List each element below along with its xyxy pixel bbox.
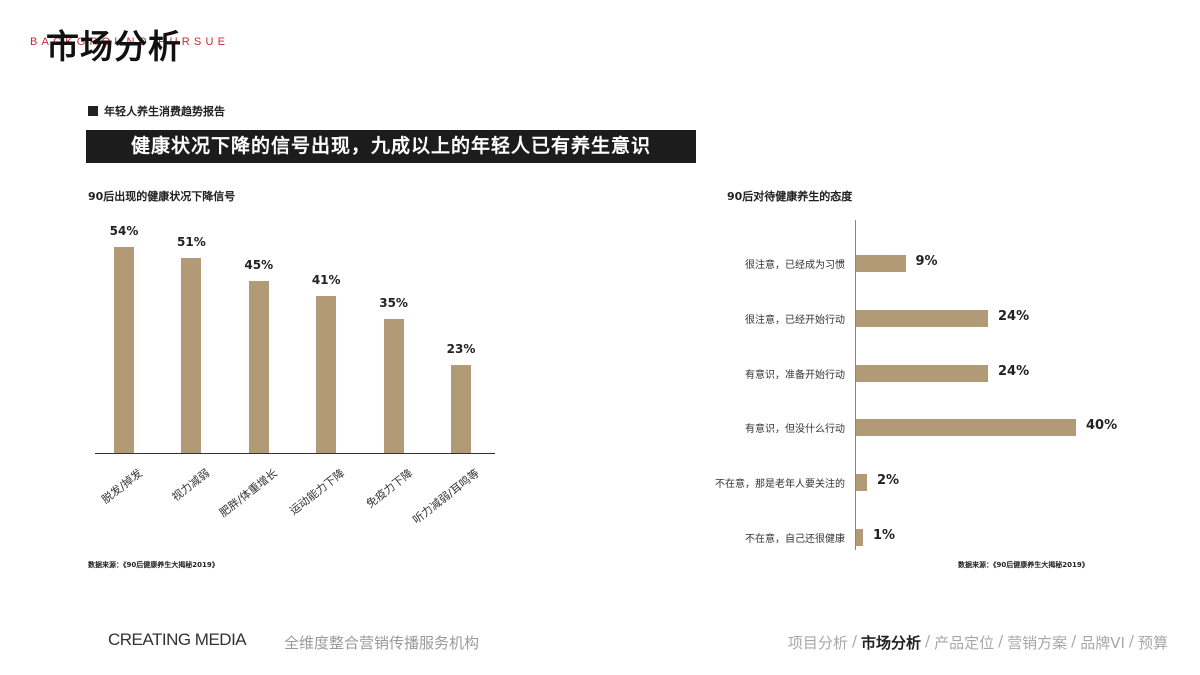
- bar: [316, 296, 337, 453]
- nav-item-2[interactable]: 市场分析: [861, 634, 922, 652]
- bar: [856, 309, 988, 327]
- category-label: 不在意，那是老年人要关注的: [715, 479, 845, 490]
- footer-brand: CREATING MEDIA: [108, 630, 247, 649]
- bar-value-label: 54%: [109, 223, 139, 238]
- left-chart-source: 数据来源：《90后健康养生大揭秘2019》: [88, 561, 219, 569]
- bar-value-label: 23%: [446, 342, 476, 357]
- nav-item-3[interactable]: 产品定位: [934, 634, 995, 652]
- bar: [248, 281, 269, 453]
- background-word: BACKGROUND PURSUE: [30, 36, 230, 48]
- footer-tagline: 全维度整合营销传播服务机构: [284, 634, 480, 652]
- right-bar-chart: 很注意，已经成为习惯 9% 很注意，已经开始行动 24% 有意识，准备开始行动 24% 有意…: [715, 220, 1118, 550]
- bar-value-label: 24%: [998, 364, 1030, 379]
- category-label: 很注意，已经开始行动: [745, 315, 845, 326]
- nav-separator: /: [998, 632, 1004, 650]
- category-label: 有意识，准备开始行动: [745, 370, 845, 381]
- nav-item-4[interactable]: 营销方案: [1007, 634, 1068, 652]
- bar: [383, 319, 404, 453]
- bar-value-label: 45%: [244, 258, 274, 273]
- right-chart-title: 90后对待健康养生的态度: [727, 190, 853, 203]
- bar-value-label: 35%: [379, 296, 408, 311]
- nav-separator: /: [851, 632, 857, 650]
- bar: [856, 528, 863, 546]
- page-title: 市场分析: [46, 27, 182, 66]
- bar: [856, 418, 1076, 436]
- bar: [856, 364, 988, 382]
- bar-value-label: 40%: [1086, 418, 1118, 433]
- nav-item-5[interactable]: 品牌VI: [1080, 634, 1125, 652]
- bar: [856, 473, 867, 491]
- nav-item-1[interactable]: 项目分析: [787, 634, 848, 652]
- bar-value-label: 51%: [177, 235, 206, 250]
- category-label: 不在意，自己还很健康: [745, 534, 845, 545]
- nav-item-6[interactable]: 预算: [1137, 634, 1168, 652]
- bar-value-label: 9%: [915, 254, 938, 269]
- category-label: 有意识，但没什么行动: [745, 424, 845, 435]
- square-bullet-icon: [88, 106, 98, 116]
- x-axis-line: [95, 453, 495, 454]
- left-chart-title: 90后出现的健康状况下降信号: [88, 190, 236, 203]
- bar-value-label: 24%: [998, 309, 1030, 324]
- bar-value-label: 41%: [311, 273, 341, 288]
- category-label: 很注意，已经成为习惯: [745, 260, 845, 271]
- headline-banner: 健康状况下降的信号出现，九成以上的年轻人已有养生意识: [86, 130, 696, 163]
- y-axis-line: [855, 220, 856, 550]
- bar-value-label: 2%: [877, 473, 900, 488]
- nav-separator: /: [925, 632, 931, 650]
- bar: [451, 365, 471, 453]
- report-label-text: 年轻人养生消费趋势报告: [104, 105, 225, 118]
- bar: [114, 246, 134, 453]
- nav-separator: /: [1128, 632, 1134, 650]
- left-bar-chart: 54% 脱发/掉发 51% 视力减弱 45% 肥胖/体重增长 41% 运动能力下降 35% 免疫力…: [0, 0, 600, 600]
- nav-separator: /: [1071, 632, 1077, 650]
- report-label: 年轻人养生消费趋势报告: [88, 103, 225, 119]
- bar: [856, 254, 906, 272]
- right-chart-source: 数据来源：《90后健康养生大揭秘2019》: [958, 561, 1089, 569]
- footer-nav: 项目分析 / 市场分析 / 产品定位 / 营销方案 / 品牌VI / 预算: [788, 632, 1168, 653]
- bar-value-label: 1%: [873, 528, 896, 543]
- bar: [181, 258, 202, 453]
